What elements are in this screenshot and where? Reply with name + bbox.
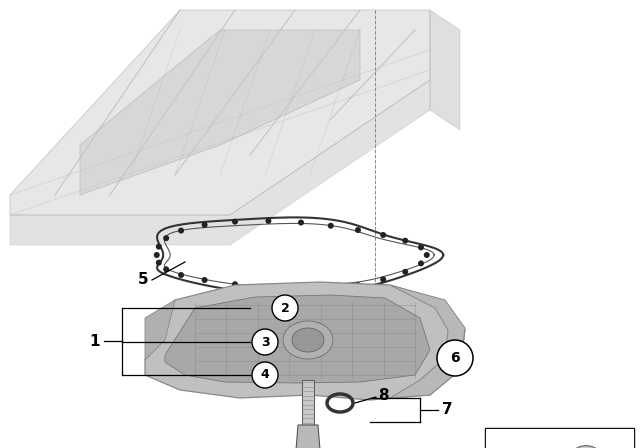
Polygon shape — [430, 10, 460, 130]
Circle shape — [163, 235, 169, 241]
Circle shape — [154, 252, 160, 258]
Text: 4: 4 — [260, 369, 269, 382]
Circle shape — [178, 228, 184, 233]
Circle shape — [355, 227, 361, 233]
Text: 8: 8 — [378, 388, 388, 402]
Text: 2: 2 — [280, 302, 289, 314]
Circle shape — [202, 222, 207, 228]
Circle shape — [232, 219, 238, 224]
FancyBboxPatch shape — [485, 428, 634, 448]
Polygon shape — [145, 282, 465, 400]
Circle shape — [380, 232, 386, 238]
Circle shape — [266, 218, 271, 224]
Polygon shape — [145, 300, 175, 360]
Circle shape — [178, 272, 184, 278]
Circle shape — [403, 238, 408, 244]
FancyBboxPatch shape — [485, 428, 634, 448]
Circle shape — [272, 295, 298, 321]
Polygon shape — [296, 425, 320, 448]
Circle shape — [437, 340, 473, 376]
Circle shape — [328, 223, 333, 229]
Circle shape — [328, 285, 333, 291]
Text: 7: 7 — [442, 402, 452, 418]
Circle shape — [298, 286, 304, 292]
Circle shape — [298, 220, 304, 225]
Polygon shape — [390, 285, 465, 398]
Text: 1: 1 — [90, 334, 100, 349]
Ellipse shape — [292, 328, 324, 352]
Polygon shape — [165, 295, 430, 383]
Circle shape — [418, 244, 424, 250]
Circle shape — [403, 269, 408, 275]
Polygon shape — [10, 80, 430, 245]
Circle shape — [156, 244, 162, 250]
Circle shape — [202, 277, 207, 283]
Text: 3: 3 — [260, 336, 269, 349]
Polygon shape — [10, 10, 430, 215]
Circle shape — [424, 252, 429, 258]
Circle shape — [163, 266, 169, 272]
Ellipse shape — [283, 321, 333, 359]
Circle shape — [156, 260, 162, 266]
Polygon shape — [80, 30, 360, 195]
Circle shape — [232, 281, 238, 287]
Circle shape — [252, 362, 278, 388]
Circle shape — [355, 282, 361, 288]
Ellipse shape — [572, 446, 600, 448]
Text: 6: 6 — [450, 351, 460, 365]
Circle shape — [418, 260, 424, 267]
Text: 5: 5 — [138, 272, 148, 288]
Circle shape — [252, 329, 278, 355]
FancyBboxPatch shape — [302, 380, 314, 425]
Circle shape — [266, 284, 271, 290]
Circle shape — [380, 276, 386, 282]
